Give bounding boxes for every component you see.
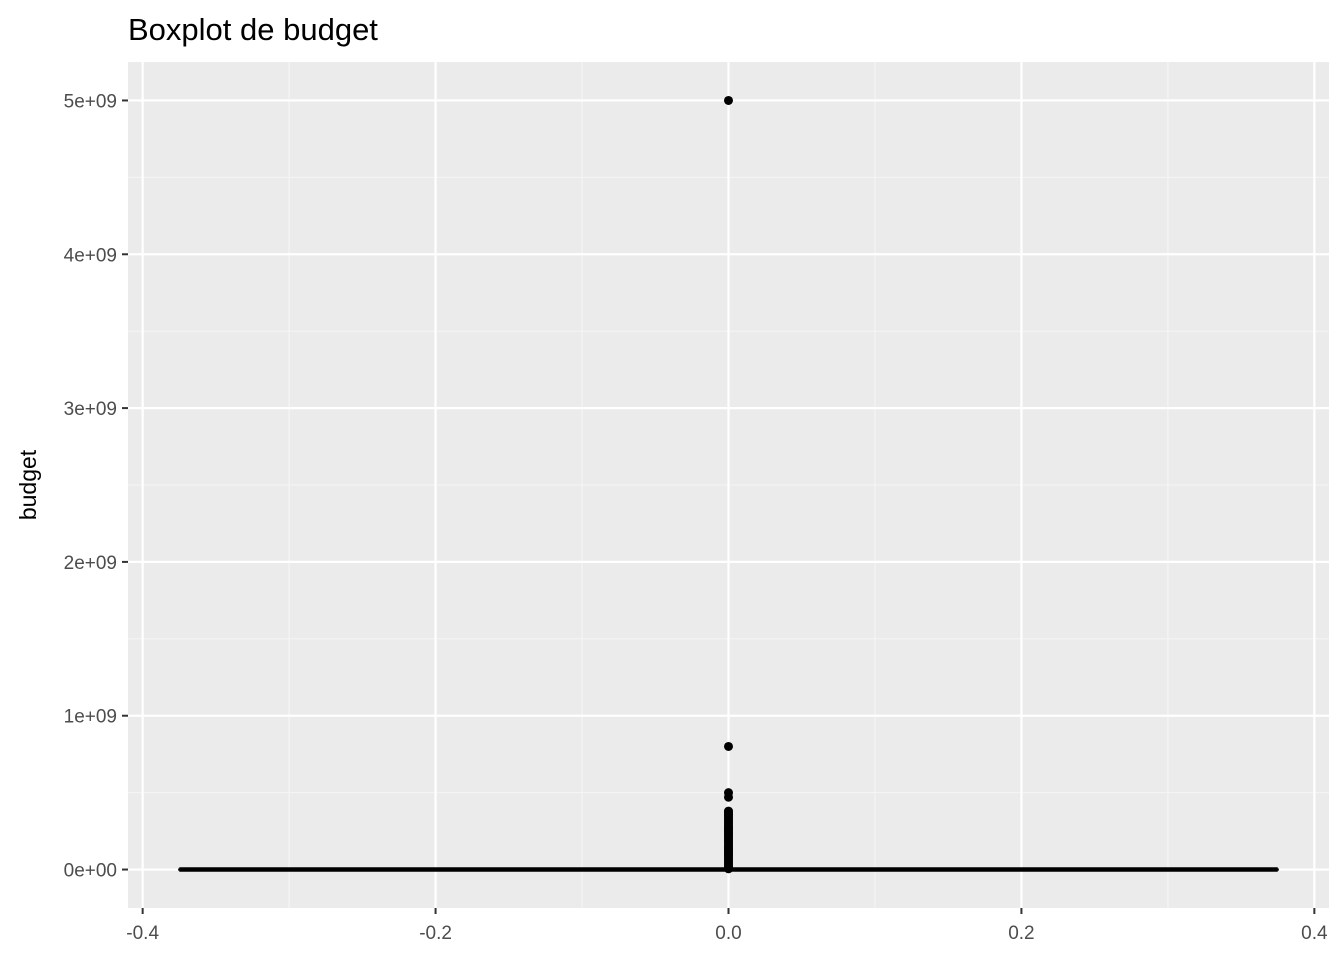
outlier-point xyxy=(724,96,733,105)
y-tick-label: 4e+09 xyxy=(64,245,117,266)
chart-title: Boxplot de budget xyxy=(128,12,378,47)
outlier-point xyxy=(724,742,733,751)
y-tick-label: 5e+09 xyxy=(64,91,117,112)
y-axis-title: budget xyxy=(15,449,41,520)
y-tick-label: 1e+09 xyxy=(64,707,117,728)
x-axis: -0.4 -0.2 0.0 0.2 0.4 xyxy=(126,908,1328,944)
outlier-point xyxy=(724,864,733,873)
y-tick-label: 0e+00 xyxy=(64,861,117,882)
x-tick-label: 0.4 xyxy=(1301,923,1328,944)
outlier-point xyxy=(724,793,733,802)
y-axis: 0e+00 1e+09 2e+09 3e+09 4e+09 5e+09 xyxy=(64,91,128,881)
y-tick-label: 3e+09 xyxy=(64,399,117,420)
x-tick-label: 0.0 xyxy=(715,923,741,944)
x-tick-label: 0.2 xyxy=(1008,923,1034,944)
y-tick-label: 2e+09 xyxy=(64,553,117,574)
x-tick-label: -0.2 xyxy=(419,923,452,944)
x-tick-label: -0.4 xyxy=(126,923,159,944)
